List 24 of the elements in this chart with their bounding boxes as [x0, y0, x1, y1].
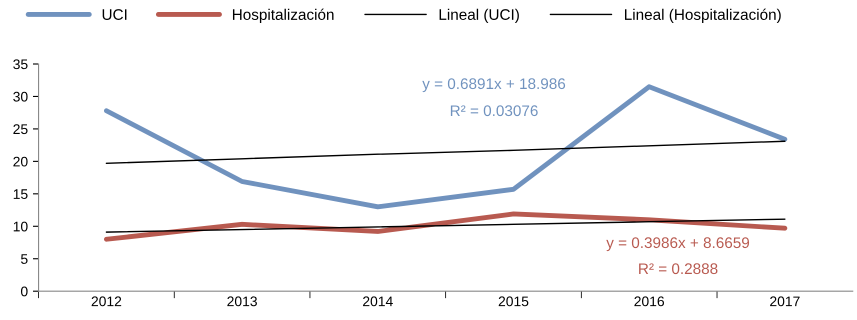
legend-label: UCI: [102, 9, 126, 20]
annotation: R² = 0.03076: [450, 105, 538, 116]
y-tick-label: 5: [20, 254, 28, 264]
x-tick-label: 2013: [227, 296, 257, 306]
x-tick-label: 2014: [363, 296, 393, 306]
y-tick-label: 0: [20, 286, 28, 296]
x-tick-label: 2016: [634, 296, 664, 306]
annotation: R² = 0.2888: [639, 263, 718, 274]
y-tick-label: 20: [13, 156, 28, 167]
line-series: [106, 218, 786, 233]
annotation: y = 0.6891x + 18.986: [422, 78, 566, 92]
y-tick-label: 15: [14, 189, 28, 199]
legend-label: Lineal (UCI): [440, 8, 519, 23]
line-series: [106, 140, 786, 164]
x-tick-label: 2017: [770, 296, 800, 306]
x-tick-label: 2015: [498, 296, 528, 306]
y-tick-label: 25: [13, 124, 28, 134]
x-tick-label: 2012: [92, 296, 122, 306]
legend-label: Lineal (Hospitalización): [624, 8, 781, 23]
y-tick-label: 10: [14, 222, 28, 232]
legend-label: Hospitalización: [232, 8, 334, 23]
annotation: y = 0.3986x + 8.6659: [606, 237, 750, 252]
y-tick-label: 30: [13, 92, 28, 102]
y-tick-label: 35: [13, 59, 28, 70]
